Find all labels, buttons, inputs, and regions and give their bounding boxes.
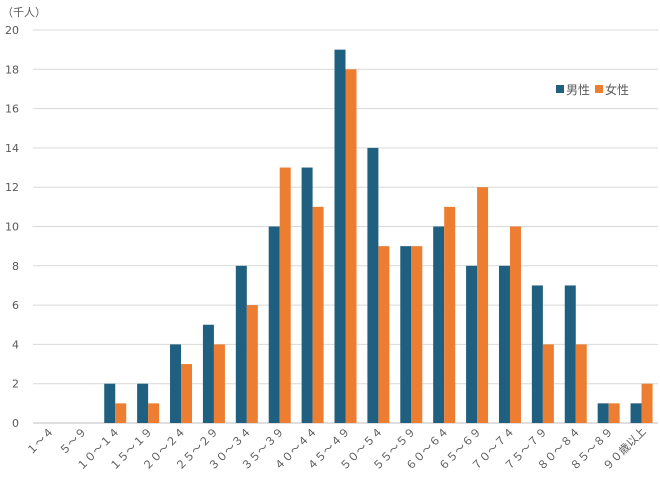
bar-female-8 <box>312 206 324 423</box>
bar-female-17 <box>608 403 620 423</box>
bars <box>104 49 653 424</box>
bar-female-18 <box>641 383 653 423</box>
bar-female-3 <box>148 403 160 423</box>
bar-male-16 <box>564 285 576 423</box>
bar-male-12 <box>433 226 445 423</box>
bar-male-8 <box>301 167 313 423</box>
bar-female-9 <box>345 69 357 424</box>
y-tick-label-8: 16 <box>5 103 19 116</box>
bar-female-11 <box>411 246 423 423</box>
y-tick-label-1: 2 <box>12 378 19 391</box>
bar-male-9 <box>334 49 346 424</box>
bar-male-2 <box>104 383 116 423</box>
bar-male-5 <box>202 324 214 423</box>
bar-female-10 <box>378 246 390 423</box>
bar-male-3 <box>137 383 149 423</box>
bar-female-6 <box>246 305 258 423</box>
y-tick-label-5: 10 <box>5 221 19 234</box>
bar-female-14 <box>509 226 521 423</box>
bar-female-16 <box>575 344 587 423</box>
legend: 男性 女性 <box>556 82 629 97</box>
legend-label-male: 男性 <box>566 83 590 97</box>
y-tick-label-9: 18 <box>5 63 19 76</box>
bar-male-4 <box>170 344 182 423</box>
bar-female-2 <box>115 403 127 423</box>
bar-male-17 <box>597 403 609 423</box>
bar-male-18 <box>630 403 642 423</box>
y-axis-unit-label: （千人） <box>2 6 46 19</box>
bar-male-10 <box>367 147 379 423</box>
y-tick-label-3: 6 <box>12 299 19 312</box>
y-tick-label-6: 12 <box>5 181 19 194</box>
bar-female-4 <box>181 364 193 423</box>
bar-female-13 <box>477 187 489 423</box>
legend-label-female: 女性 <box>605 82 629 97</box>
legend-swatch-male <box>556 85 564 93</box>
x-axis-ticks: １～４ ５～９１０～１４１５～１９２０～２４２５～２９３０～３４３５～３９４０～４… <box>24 425 649 473</box>
bar-female-12 <box>444 206 456 423</box>
bar-female-5 <box>213 344 225 423</box>
bar-male-15 <box>531 285 543 423</box>
bar-male-13 <box>466 265 478 423</box>
x-tick-label-0: １～４ <box>24 425 57 458</box>
bar-male-6 <box>235 265 247 423</box>
bar-male-7 <box>268 226 280 423</box>
bar-female-7 <box>279 167 291 423</box>
bar-male-11 <box>400 246 412 423</box>
bar-male-14 <box>498 265 510 423</box>
y-tick-label-4: 8 <box>12 260 19 273</box>
bar-female-15 <box>542 344 554 423</box>
y-tick-label-2: 4 <box>12 338 19 351</box>
legend-swatch-female <box>595 85 603 93</box>
y-axis-ticks: 0 2 4 6 8 10 12 14 16 18 20 <box>5 24 19 430</box>
y-tick-label-7: 14 <box>5 142 19 155</box>
y-tick-label-10: 20 <box>5 24 19 37</box>
y-tick-label-0: 0 <box>12 417 19 430</box>
